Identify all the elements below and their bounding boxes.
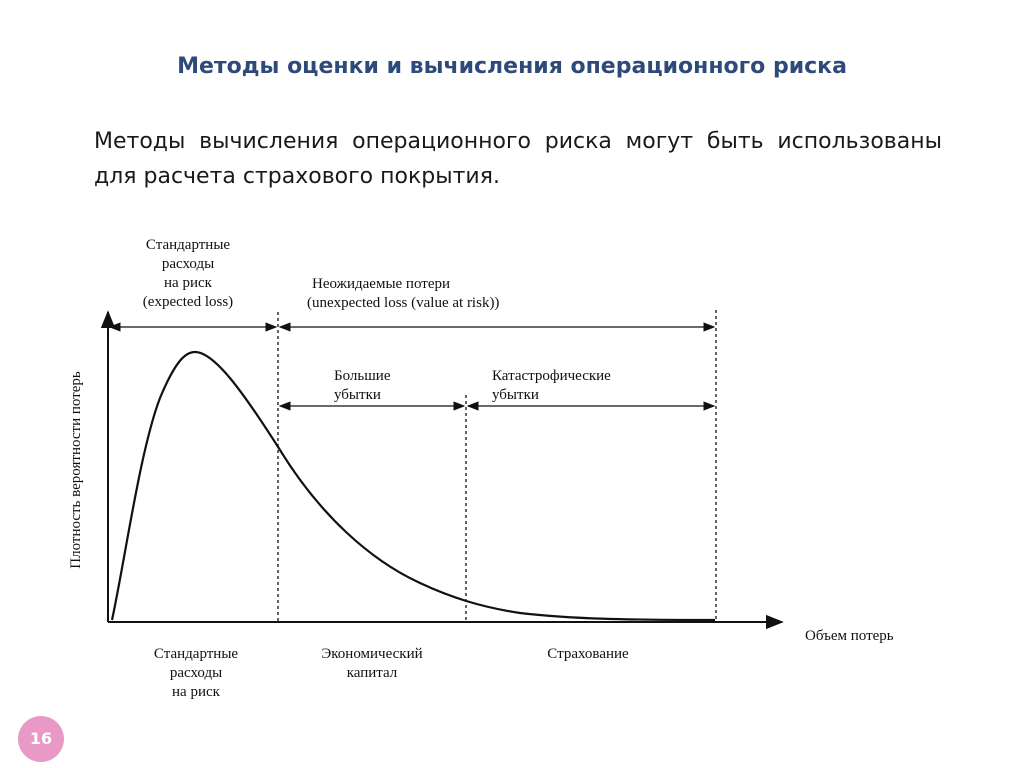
y-axis-label: Плотность вероятности потерь	[68, 371, 84, 569]
label-unexpected-loss: Неожидаемые потери (unexpected loss (val…	[307, 276, 499, 311]
svg-text:Экономический: Экономический	[321, 646, 422, 662]
svg-text:убытки: убытки	[334, 387, 381, 403]
x-axis-label: Объем потерь	[805, 628, 894, 644]
svg-text:(expected loss): (expected loss)	[143, 294, 233, 310]
loss-density-curve	[110, 350, 716, 622]
label-expected-loss-bottom: Стандартные расходы на риск	[154, 646, 238, 700]
label-catastrophic-losses: Катастрофические убытки	[492, 368, 611, 403]
svg-text:Большие: Большие	[334, 368, 391, 384]
svg-text:Неожидаемые потери: Неожидаемые потери	[312, 276, 450, 292]
label-expected-loss-top: Стандартные расходы на риск (expected lo…	[143, 237, 233, 310]
svg-text:Стандартные: Стандартные	[154, 646, 238, 662]
body-text: Методы вычисления операционного риска мо…	[94, 129, 942, 189]
svg-text:убытки: убытки	[492, 387, 539, 403]
svg-text:(unexpected loss (value at ris: (unexpected loss (value at risk))	[307, 295, 499, 311]
svg-text:капитал: капитал	[347, 665, 398, 681]
slide-title: Методы оценки и вычисления операционного…	[177, 54, 847, 79]
label-insurance: Страхование	[547, 646, 629, 662]
page-number-badge: 16	[18, 716, 64, 762]
label-economic-capital: Экономический капитал	[321, 646, 422, 681]
svg-text:расходы: расходы	[170, 665, 222, 681]
svg-text:расходы: расходы	[162, 256, 214, 272]
label-large-losses: Большие убытки	[334, 368, 391, 403]
svg-text:на риск: на риск	[164, 275, 213, 291]
svg-text:на риск: на риск	[172, 684, 221, 700]
svg-text:Катастрофические: Катастрофические	[492, 368, 611, 384]
svg-text:Страхование: Страхование	[547, 646, 629, 662]
svg-text:Стандартные: Стандартные	[146, 237, 230, 253]
